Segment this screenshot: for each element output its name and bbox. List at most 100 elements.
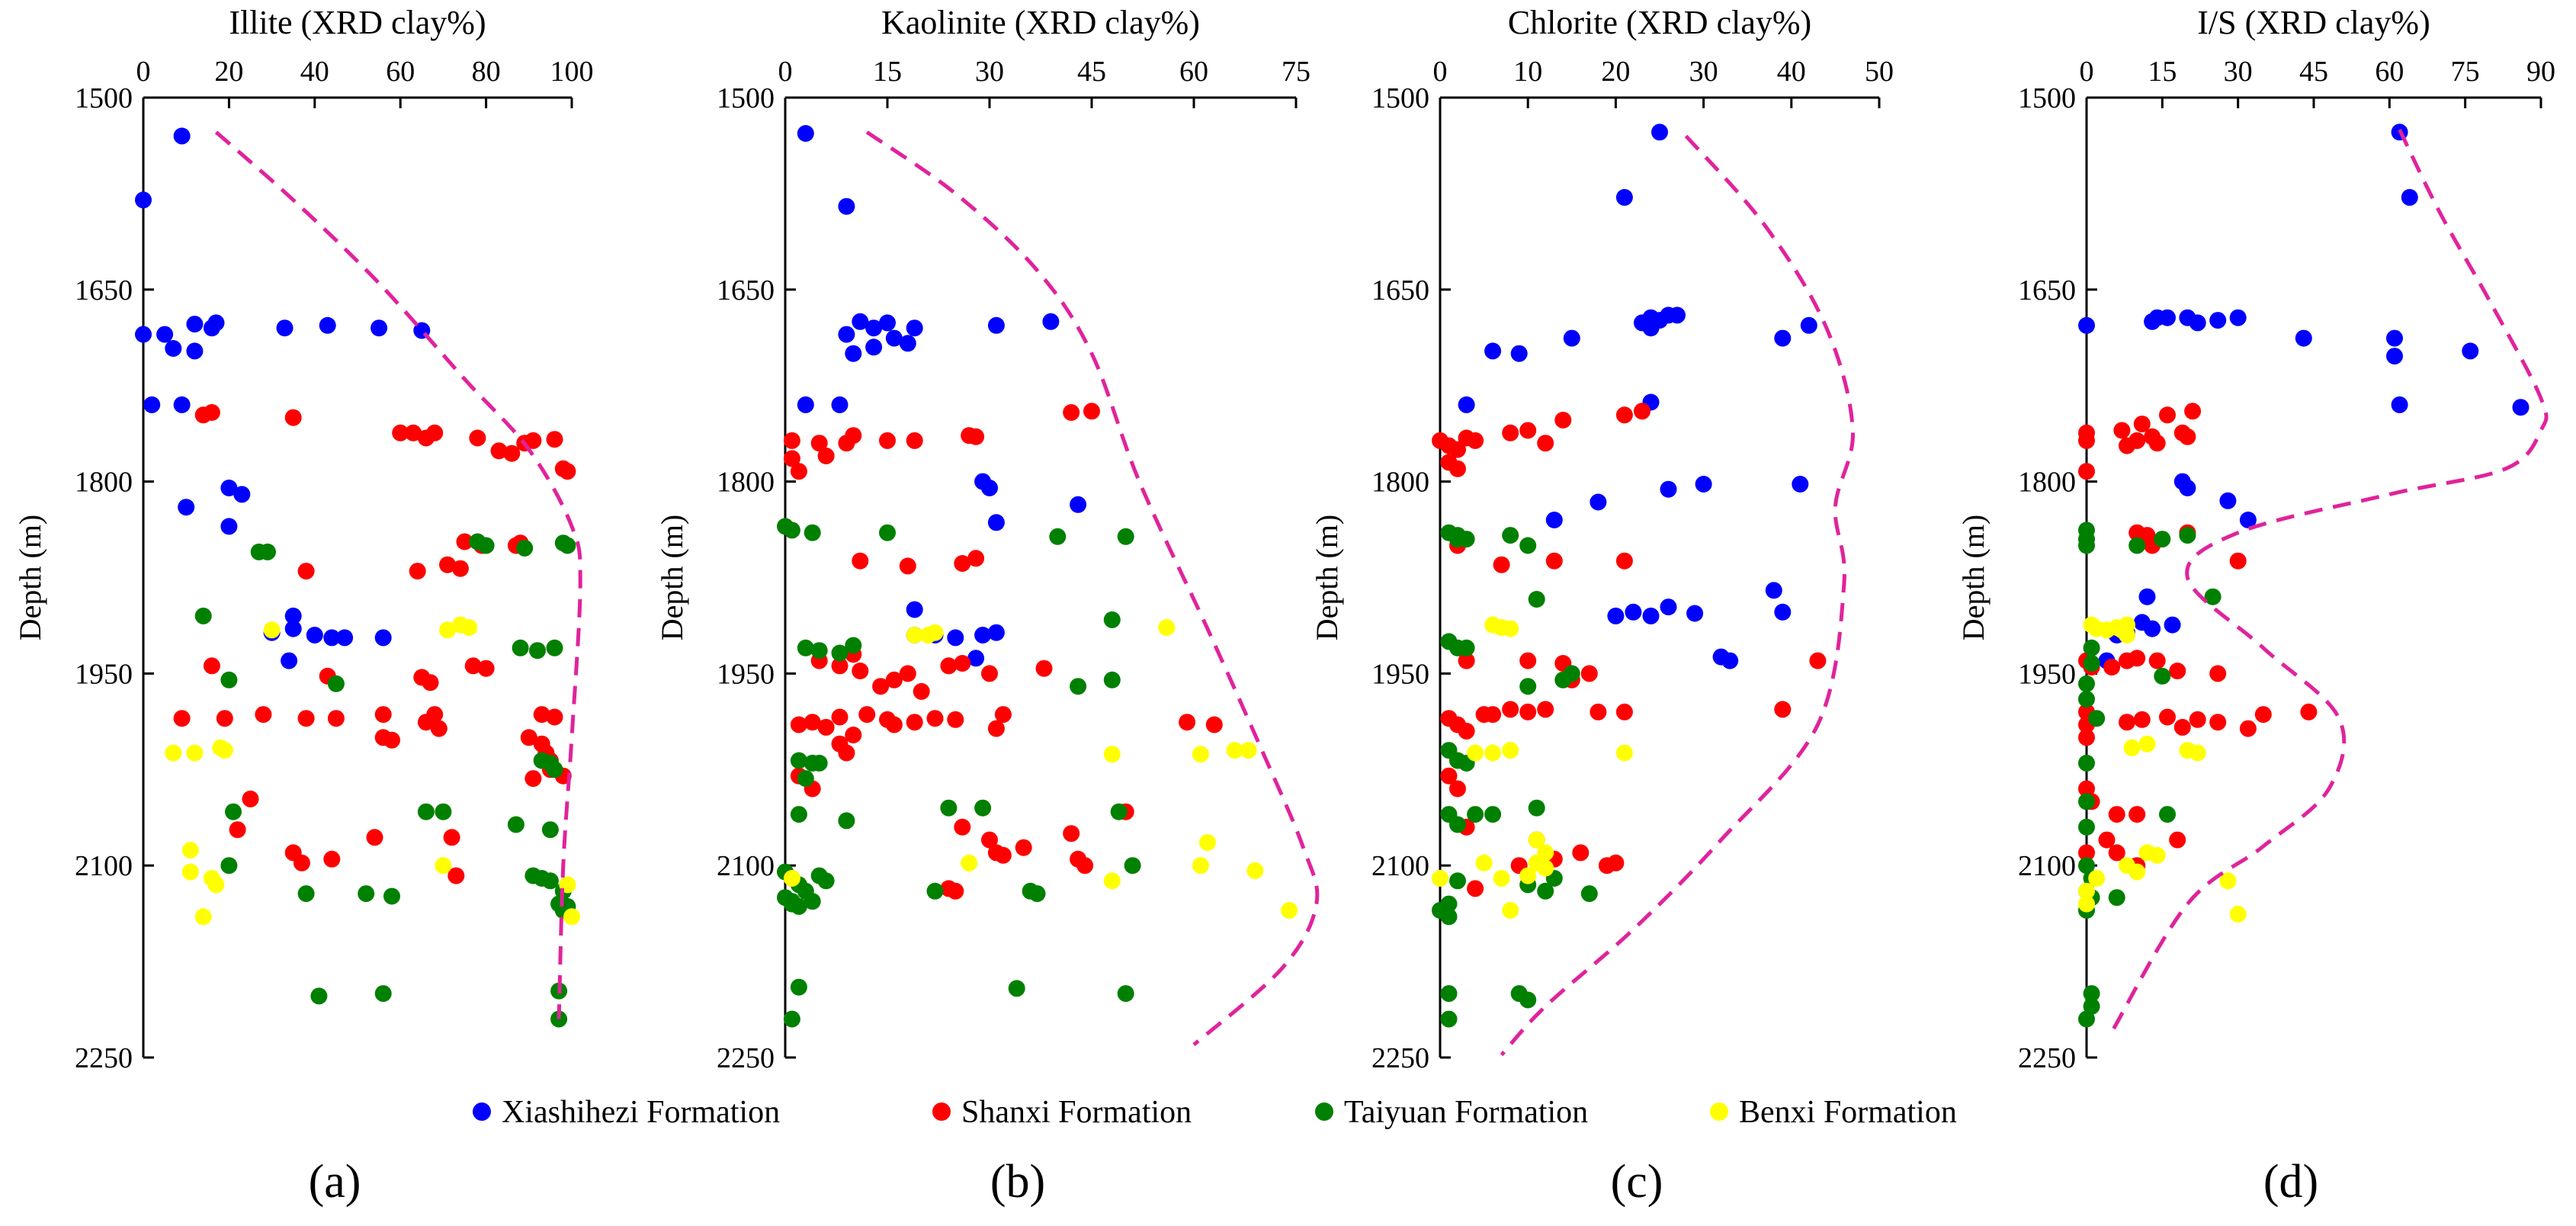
data-point <box>2148 652 2166 669</box>
data-point <box>2078 432 2095 449</box>
x-tick-label: 100 <box>550 56 594 88</box>
data-point <box>2189 314 2206 332</box>
data-point <box>439 621 456 639</box>
trend-curve <box>2109 128 2549 1033</box>
data-point <box>2189 744 2206 762</box>
x-tick-label: 45 <box>2299 56 2328 88</box>
data-point <box>1449 441 1466 458</box>
data-point <box>2391 396 2408 413</box>
data-point <box>216 710 233 727</box>
data-point <box>220 857 238 875</box>
data-point <box>1484 342 1502 360</box>
y-tick-label: 2100 <box>75 850 133 882</box>
data-point <box>1502 424 1519 441</box>
x-tick-label: 0 <box>778 56 793 88</box>
data-point <box>203 657 220 675</box>
series-taiyuan-formation <box>194 533 576 1028</box>
data-point <box>2164 616 2181 634</box>
data-point <box>430 720 448 737</box>
data-point <box>1484 806 1502 823</box>
series-benxi-formation <box>2078 616 2247 923</box>
data-point <box>1519 678 1537 695</box>
data-point <box>1563 665 1580 682</box>
data-point <box>503 445 521 462</box>
data-point <box>1484 744 1502 762</box>
data-point <box>981 665 998 682</box>
data-point <box>1545 512 1563 528</box>
trend-curve <box>1500 134 1855 1057</box>
data-point <box>2154 667 2171 685</box>
data-point <box>994 706 1012 724</box>
data-point <box>319 316 336 334</box>
data-point <box>790 716 807 733</box>
data-point <box>790 752 807 769</box>
data-point <box>1660 599 1677 616</box>
data-point <box>559 537 576 554</box>
data-point <box>1205 716 1223 733</box>
data-point <box>2229 309 2247 326</box>
data-point <box>879 314 896 332</box>
data-point <box>858 706 876 724</box>
data-point <box>422 674 439 692</box>
data-point <box>1179 714 1196 731</box>
data-point <box>546 431 563 448</box>
data-point <box>374 629 392 647</box>
legend-label: Shanxi Formation <box>961 1095 1192 1130</box>
data-point <box>2083 639 2100 656</box>
data-point <box>987 624 1005 641</box>
data-point <box>1458 722 1475 740</box>
data-point <box>186 316 204 333</box>
data-point <box>817 872 835 890</box>
data-point <box>899 665 916 682</box>
data-point <box>1440 767 1458 785</box>
data-point <box>1008 980 1025 997</box>
data-point <box>1519 537 1537 554</box>
data-point <box>1572 844 1590 862</box>
data-point <box>2128 806 2146 823</box>
panel-letter: (b) <box>990 1156 1045 1208</box>
y-tick-label: 1800 <box>75 467 133 499</box>
data-point <box>186 342 204 360</box>
data-point <box>1458 639 1475 656</box>
data-point <box>1467 806 1484 823</box>
x-tick-label: 20 <box>214 56 243 88</box>
data-point <box>1458 652 1475 669</box>
legend-marker <box>1710 1102 1728 1121</box>
data-point <box>2159 708 2176 726</box>
data-point <box>1192 746 1209 763</box>
data-point <box>460 619 478 636</box>
data-point <box>306 627 323 643</box>
data-point <box>879 432 896 449</box>
data-point <box>1240 742 1257 759</box>
data-point <box>1660 480 1677 498</box>
data-point <box>2113 422 2131 439</box>
data-point <box>838 812 855 830</box>
data-point <box>1800 316 1817 334</box>
data-point <box>297 563 315 580</box>
y-tick-label: 1650 <box>717 274 775 306</box>
data-point <box>987 720 1005 737</box>
panel-a: 0 20 40 60 80 100 1500 1650 1800 1950 2100 2250 Illi… <box>13 4 594 1208</box>
y-tick-label: 2100 <box>2018 850 2076 882</box>
data-point <box>1651 124 1668 141</box>
data-point <box>845 637 862 654</box>
data-point <box>790 463 807 480</box>
data-point <box>520 729 537 746</box>
data-point <box>143 396 161 413</box>
y-tick-label: 2250 <box>717 1042 775 1074</box>
data-point <box>2239 512 2257 528</box>
x-tick-label: 0 <box>2080 56 2094 88</box>
data-point <box>2229 906 2247 923</box>
data-point <box>954 555 971 572</box>
data-point <box>1484 706 1502 724</box>
data-point <box>1721 652 1739 669</box>
data-point <box>974 799 992 817</box>
data-point <box>2204 588 2222 605</box>
y-tick-label: 2250 <box>1371 1042 1429 1074</box>
data-point <box>1528 799 1545 817</box>
data-point <box>885 716 903 733</box>
data-point <box>2108 844 2125 862</box>
data-point <box>276 319 294 337</box>
legend-item-shanxi-formation: Shanxi Formation <box>932 1095 1192 1130</box>
data-point <box>1669 306 1686 324</box>
